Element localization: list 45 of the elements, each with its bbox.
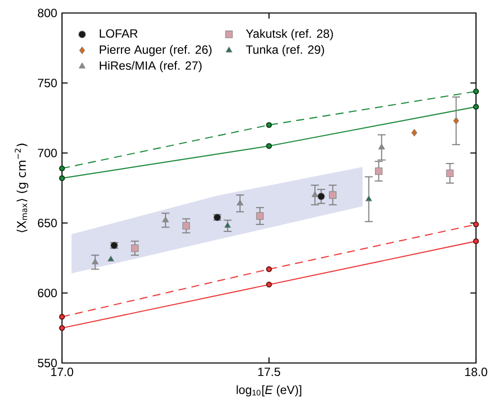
point	[473, 221, 479, 228]
point	[473, 88, 479, 94]
point	[162, 216, 169, 222]
point	[92, 258, 98, 264]
x-tick-label: 17.0	[51, 368, 74, 376]
y-tick-label: 700	[38, 148, 57, 158]
x-axis-title: log$_{10}$[E (eV)]	[236, 385, 302, 396]
y-axis-title: ⟨X$_{max}$⟩ (g cm$^{−2}$)	[14, 144, 28, 232]
point	[329, 191, 336, 199]
legend-label: Tunka (ref. 29)	[246, 45, 324, 56]
point	[224, 222, 231, 228]
point	[236, 200, 244, 206]
point	[312, 191, 318, 197]
y-tick-label: 600	[38, 288, 57, 298]
y-tick-label: 800	[38, 8, 57, 18]
point	[266, 122, 272, 128]
point	[446, 170, 454, 178]
x-tick-label: 18.0	[465, 368, 488, 376]
point	[59, 175, 65, 182]
point	[131, 244, 139, 252]
point	[378, 144, 385, 150]
point	[374, 167, 382, 175]
point	[108, 256, 114, 262]
point	[453, 117, 459, 125]
legend-label: HiRes/MIA (ref. 27)	[100, 61, 202, 72]
point	[266, 266, 272, 272]
legend-label: Pierre Auger (ref. 26)	[100, 45, 212, 56]
y-tick-label: 650	[38, 218, 57, 228]
x-tick-label: 17.5	[258, 368, 280, 376]
point	[59, 314, 65, 320]
point	[473, 104, 479, 110]
y-tick-label: 550	[38, 358, 57, 368]
legend-label: LOFAR	[100, 29, 138, 38]
point	[366, 195, 372, 202]
point	[182, 222, 190, 230]
point	[256, 212, 264, 220]
point	[59, 165, 65, 172]
point	[59, 325, 65, 331]
point	[266, 282, 272, 288]
y-tick-label: 750	[38, 78, 57, 88]
point	[317, 192, 325, 200]
legend-label: Yakutsk (ref. 28)	[246, 29, 333, 40]
point	[266, 143, 272, 149]
point	[411, 128, 418, 136]
point	[473, 238, 479, 244]
